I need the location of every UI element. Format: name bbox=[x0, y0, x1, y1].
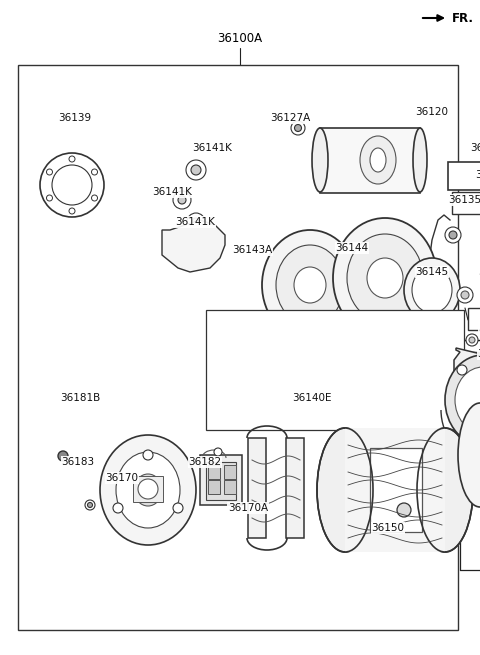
Circle shape bbox=[69, 156, 75, 162]
Circle shape bbox=[214, 448, 222, 456]
Circle shape bbox=[173, 503, 183, 513]
Polygon shape bbox=[454, 348, 480, 448]
Circle shape bbox=[92, 195, 97, 201]
Circle shape bbox=[69, 208, 75, 214]
Ellipse shape bbox=[347, 234, 423, 322]
Bar bbox=[286, 438, 304, 538]
Circle shape bbox=[47, 195, 52, 201]
Bar bbox=[224, 465, 236, 479]
Ellipse shape bbox=[312, 128, 328, 192]
Text: 36102: 36102 bbox=[479, 323, 480, 333]
Text: FR.: FR. bbox=[452, 12, 474, 24]
Circle shape bbox=[178, 196, 186, 204]
Circle shape bbox=[466, 334, 478, 346]
Ellipse shape bbox=[294, 267, 326, 303]
Ellipse shape bbox=[116, 452, 180, 528]
Text: 36141K: 36141K bbox=[152, 187, 192, 197]
Bar bbox=[224, 480, 236, 494]
Circle shape bbox=[295, 124, 301, 132]
Text: 36131A: 36131A bbox=[475, 170, 480, 180]
Circle shape bbox=[52, 165, 92, 205]
Polygon shape bbox=[162, 220, 225, 272]
Circle shape bbox=[92, 169, 97, 175]
Circle shape bbox=[113, 503, 123, 513]
Text: 36141K: 36141K bbox=[175, 217, 215, 227]
Bar bbox=[206, 310, 464, 430]
Circle shape bbox=[47, 169, 52, 175]
Circle shape bbox=[173, 191, 191, 209]
Circle shape bbox=[445, 227, 461, 243]
Text: 36145: 36145 bbox=[415, 267, 449, 277]
Ellipse shape bbox=[333, 218, 437, 338]
Text: 36100A: 36100A bbox=[217, 31, 263, 45]
Circle shape bbox=[87, 502, 93, 508]
Text: 36143A: 36143A bbox=[232, 245, 272, 255]
Ellipse shape bbox=[412, 267, 452, 313]
Circle shape bbox=[449, 231, 457, 239]
Ellipse shape bbox=[317, 428, 373, 552]
Text: 36138B: 36138B bbox=[478, 267, 480, 277]
Ellipse shape bbox=[413, 128, 427, 192]
Bar bbox=[468, 352, 480, 374]
Text: 36181B: 36181B bbox=[60, 393, 100, 403]
Ellipse shape bbox=[100, 435, 196, 545]
Ellipse shape bbox=[134, 474, 162, 506]
Text: 36170A: 36170A bbox=[228, 503, 268, 513]
Bar bbox=[133, 476, 163, 502]
Text: 36170: 36170 bbox=[106, 473, 139, 483]
Circle shape bbox=[143, 450, 153, 460]
Text: 36120: 36120 bbox=[416, 107, 448, 117]
Circle shape bbox=[187, 213, 205, 231]
Text: 36150: 36150 bbox=[372, 523, 405, 533]
Bar bbox=[206, 462, 236, 500]
Bar bbox=[200, 455, 242, 505]
Bar bbox=[208, 480, 220, 494]
Ellipse shape bbox=[262, 230, 358, 340]
Circle shape bbox=[291, 121, 305, 135]
Text: 36127A: 36127A bbox=[270, 113, 310, 123]
Bar bbox=[208, 465, 220, 479]
Text: 36130B: 36130B bbox=[470, 143, 480, 153]
Ellipse shape bbox=[360, 136, 396, 184]
Ellipse shape bbox=[404, 258, 460, 322]
Circle shape bbox=[457, 365, 467, 375]
Text: 36139: 36139 bbox=[59, 113, 92, 123]
Circle shape bbox=[457, 287, 473, 303]
Ellipse shape bbox=[276, 245, 344, 325]
Bar bbox=[448, 162, 480, 190]
Circle shape bbox=[461, 291, 469, 299]
Ellipse shape bbox=[370, 148, 386, 172]
Bar bbox=[452, 192, 480, 214]
Circle shape bbox=[58, 451, 68, 461]
Circle shape bbox=[191, 165, 201, 175]
Circle shape bbox=[192, 218, 200, 226]
Bar bbox=[320, 128, 420, 193]
Text: 36183: 36183 bbox=[61, 457, 95, 467]
Text: 36141K: 36141K bbox=[192, 143, 232, 153]
Text: 36182: 36182 bbox=[189, 457, 222, 467]
Text: 36112H: 36112H bbox=[478, 349, 480, 359]
Circle shape bbox=[469, 337, 475, 343]
Circle shape bbox=[85, 500, 95, 510]
Bar bbox=[370, 448, 422, 532]
Circle shape bbox=[138, 479, 158, 499]
Text: 36140E: 36140E bbox=[292, 393, 332, 403]
Circle shape bbox=[186, 160, 206, 180]
Ellipse shape bbox=[458, 403, 480, 507]
Ellipse shape bbox=[417, 428, 473, 552]
Text: 36135C: 36135C bbox=[448, 195, 480, 205]
Ellipse shape bbox=[367, 258, 403, 298]
Ellipse shape bbox=[445, 355, 480, 445]
Bar bbox=[248, 438, 266, 538]
Circle shape bbox=[40, 153, 104, 217]
Circle shape bbox=[397, 503, 411, 517]
Bar bbox=[468, 308, 480, 330]
Text: 36144: 36144 bbox=[336, 243, 369, 253]
Bar bbox=[18, 65, 458, 630]
Bar bbox=[345, 428, 445, 552]
Ellipse shape bbox=[455, 367, 480, 433]
